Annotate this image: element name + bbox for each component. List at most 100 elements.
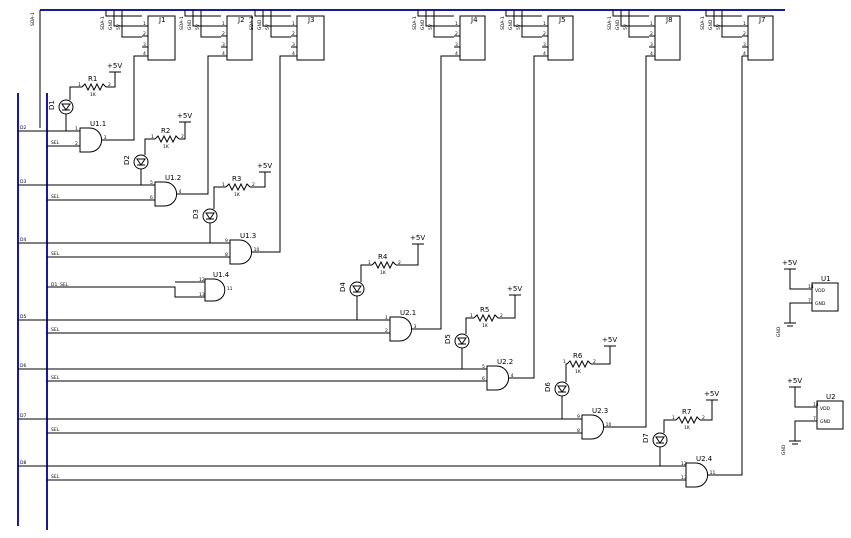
connector-pin-number: 1 bbox=[543, 21, 546, 27]
resistor-pin-number: 1 bbox=[563, 359, 566, 365]
gate-pin-a: 9 bbox=[225, 238, 228, 244]
connector-pin-name: SDA-1 bbox=[412, 16, 418, 30]
connector-pin-number: 4 bbox=[455, 51, 458, 57]
connector-feed bbox=[505, 10, 542, 17]
gate-pin-out: 11 bbox=[710, 470, 716, 476]
connector-ref: J3 bbox=[307, 16, 315, 24]
power-unit-vdd: VDD bbox=[815, 288, 826, 294]
gate-output bbox=[101, 72, 135, 141]
power-unit-gnd-lead bbox=[794, 420, 817, 441]
connector-pin-name: GND bbox=[108, 19, 114, 30]
resistor-zigzag bbox=[566, 359, 592, 369]
gate-ref: U1.1 bbox=[90, 120, 106, 128]
connector-pin-number: 4 bbox=[292, 51, 295, 57]
resistor-ref: R5 bbox=[480, 306, 489, 314]
connector-feed bbox=[628, 10, 649, 38]
connector-pin-name: SDA-1 bbox=[700, 16, 706, 30]
resistor-pin-number: 2 bbox=[108, 82, 111, 88]
and-gate-body bbox=[685, 462, 709, 488]
power-unit-ref: U1 bbox=[821, 275, 831, 283]
resistor-pin-number: 2 bbox=[702, 415, 705, 421]
gate-pin-a: 9 bbox=[577, 414, 580, 420]
connector-body bbox=[296, 15, 325, 61]
connector-ref: J7 bbox=[758, 16, 766, 24]
connector-pin-number: 2 bbox=[743, 31, 746, 37]
connector-pin-name: SDA-1 bbox=[500, 16, 506, 30]
supply-lead bbox=[250, 172, 266, 188]
power-unit-vdd: VDD bbox=[820, 406, 831, 412]
resistor-value: 1K bbox=[575, 369, 582, 375]
connector-feed bbox=[705, 10, 742, 17]
connector-pin-name: GND bbox=[708, 19, 714, 30]
bus-net-label: SEL bbox=[51, 251, 60, 257]
diode-ref: D4 bbox=[339, 282, 347, 292]
bus-net-label: D8 bbox=[20, 460, 26, 466]
power-unit-body bbox=[811, 282, 839, 312]
diode-ref: D7 bbox=[642, 433, 650, 443]
gate-output bbox=[603, 422, 647, 428]
resistor-zigzag bbox=[675, 415, 701, 425]
supply-lead bbox=[498, 295, 516, 319]
gate-pin-b: 6 bbox=[150, 195, 153, 201]
connector-feed bbox=[121, 10, 142, 38]
connector-feed bbox=[262, 10, 291, 27]
connector-feed bbox=[184, 10, 221, 17]
connector-pin-name: SDA-1 bbox=[249, 16, 255, 30]
led-lead bbox=[561, 396, 574, 420]
connector-pin-number: 2 bbox=[222, 31, 225, 37]
gate-ref: U1.4 bbox=[213, 271, 230, 279]
gate-ref: U2.4 bbox=[696, 455, 713, 463]
led-triangle bbox=[457, 337, 467, 345]
connector-output bbox=[207, 55, 221, 168]
supply-lead bbox=[700, 400, 713, 421]
connector-pin-number: 2 bbox=[455, 31, 458, 37]
resistor-pin-number: 2 bbox=[398, 260, 401, 266]
bus-net-label: SEL bbox=[51, 327, 60, 333]
led-lead bbox=[659, 447, 678, 467]
connector-body bbox=[226, 15, 253, 61]
gate-pin-b: 2 bbox=[75, 141, 78, 147]
resistor-value: 1K bbox=[482, 323, 489, 329]
connector-pin-name: 5V bbox=[428, 23, 434, 30]
connector-feed bbox=[113, 10, 142, 27]
supply-lead bbox=[591, 346, 611, 365]
resistor-lead bbox=[565, 363, 567, 382]
gate-pin-out: 10 bbox=[606, 422, 612, 428]
power-unit-gnd: GND bbox=[820, 419, 831, 425]
connector-pin-number: 4 bbox=[743, 51, 746, 57]
gate-pin-a: 5 bbox=[150, 180, 153, 186]
connector-pin-number: 1 bbox=[143, 21, 146, 27]
connector-ref: J2 bbox=[237, 16, 245, 24]
connector-pin-number: 3 bbox=[543, 42, 546, 48]
bus-net-label: SEL bbox=[51, 194, 60, 200]
supply-label: +5V bbox=[410, 234, 425, 242]
connector-pin-name: 5V bbox=[265, 23, 271, 30]
bus-net-label: D3 bbox=[20, 179, 26, 185]
connector-body bbox=[147, 15, 176, 61]
led-triangle bbox=[352, 285, 362, 293]
connector-output bbox=[645, 55, 649, 422]
gate-pin-b: 13 bbox=[681, 475, 687, 481]
power-unit-gnd: GND bbox=[815, 301, 826, 307]
diode-ref: D5 bbox=[444, 334, 452, 344]
resistor-ref: R1 bbox=[88, 75, 97, 83]
supply-label: +5V bbox=[602, 336, 617, 344]
bus-net-label: SEL bbox=[60, 282, 69, 288]
supply-lead bbox=[179, 122, 186, 140]
power-unit-vdd-lead bbox=[794, 387, 817, 408]
ground-label: GND bbox=[781, 444, 787, 455]
gate-pin-b: 13 bbox=[199, 292, 205, 298]
resistor-zigzag bbox=[154, 134, 180, 144]
and-gate-body bbox=[204, 278, 226, 302]
gate-pin-a: 1 bbox=[75, 126, 78, 132]
gate-pin-out: 4 bbox=[511, 373, 514, 379]
connector-feed bbox=[612, 10, 649, 17]
resistor-pin-number: 1 bbox=[368, 260, 371, 266]
gate-pin-b: 6 bbox=[482, 376, 485, 382]
supply-lead bbox=[106, 72, 116, 88]
resistor-ref: R3 bbox=[232, 175, 241, 183]
ground-label: GND bbox=[776, 326, 782, 337]
gate-pin-b: 2 bbox=[385, 328, 388, 334]
connector-body bbox=[654, 15, 681, 61]
